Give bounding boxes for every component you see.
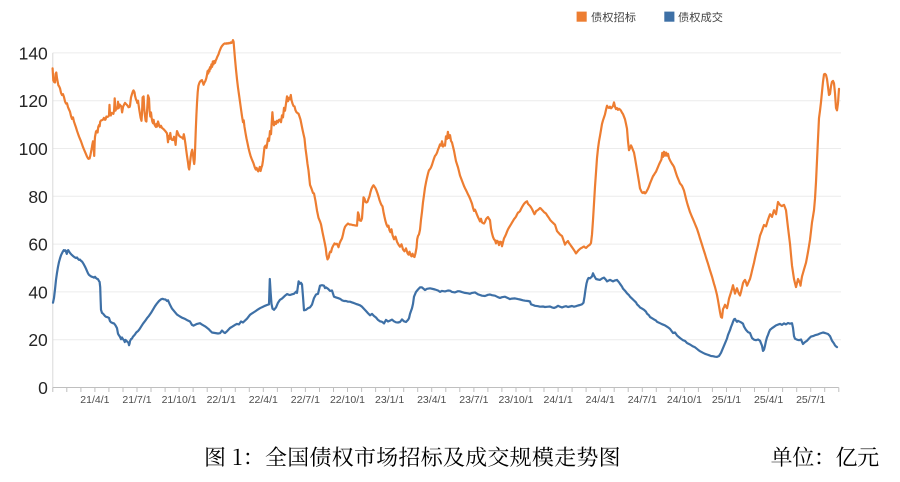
svg-text:24/1/1: 24/1/1: [543, 394, 572, 406]
svg-text:22/10/1: 22/10/1: [330, 394, 365, 406]
svg-text:0: 0: [38, 378, 48, 398]
svg-text:25/7/1: 25/7/1: [796, 394, 825, 406]
svg-text:40: 40: [28, 282, 48, 302]
svg-text:21/7/1: 21/7/1: [122, 394, 151, 406]
svg-text:22/7/1: 22/7/1: [291, 394, 320, 406]
svg-text:23/7/1: 23/7/1: [459, 394, 488, 406]
svg-text:60: 60: [28, 235, 48, 255]
svg-text:24/10/1: 24/10/1: [667, 394, 702, 406]
svg-text:23/10/1: 23/10/1: [498, 394, 533, 406]
svg-text:23/1/1: 23/1/1: [375, 394, 404, 406]
svg-text:25/1/1: 25/1/1: [712, 394, 741, 406]
svg-text:23/4/1: 23/4/1: [417, 394, 446, 406]
svg-text:25/4/1: 25/4/1: [754, 394, 783, 406]
svg-text:80: 80: [28, 187, 48, 207]
svg-text:20: 20: [28, 330, 48, 350]
svg-text:24/4/1: 24/4/1: [586, 394, 615, 406]
svg-text:22/1/1: 22/1/1: [207, 394, 236, 406]
svg-text:120: 120: [19, 91, 48, 111]
svg-text:22/4/1: 22/4/1: [249, 394, 278, 406]
svg-text:21/10/1: 21/10/1: [162, 394, 197, 406]
svg-text:100: 100: [19, 139, 48, 159]
svg-text:24/7/1: 24/7/1: [628, 394, 657, 406]
svg-text:140: 140: [19, 43, 48, 63]
svg-text:21/4/1: 21/4/1: [80, 394, 109, 406]
